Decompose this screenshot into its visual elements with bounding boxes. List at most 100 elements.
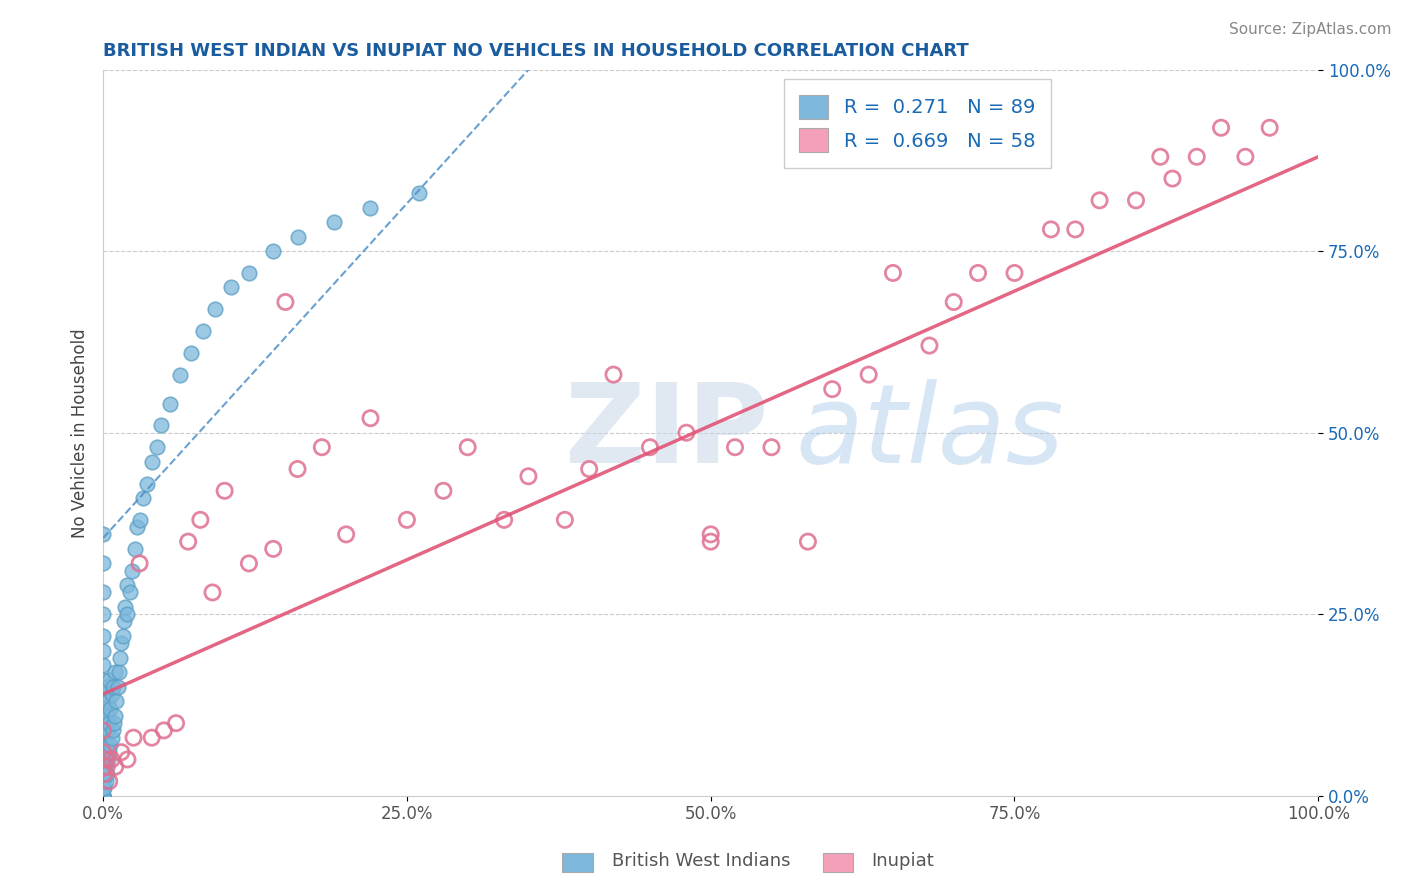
Text: British West Indians: British West Indians	[612, 852, 790, 870]
Point	[101, 723, 124, 738]
Point	[1064, 222, 1087, 236]
Point	[761, 440, 783, 454]
Point	[287, 229, 309, 244]
Point	[117, 752, 139, 766]
Point	[91, 673, 114, 687]
Point	[127, 520, 149, 534]
Point	[94, 752, 117, 766]
Point	[1004, 266, 1026, 280]
Point	[91, 789, 114, 803]
Point	[311, 440, 333, 454]
Point	[262, 244, 284, 259]
Point	[214, 483, 236, 498]
Point	[128, 557, 150, 571]
Point	[967, 266, 990, 280]
Point	[91, 767, 114, 781]
Point	[517, 469, 540, 483]
Point	[91, 767, 114, 781]
Point	[96, 738, 118, 752]
Point	[638, 440, 661, 454]
Point	[93, 716, 115, 731]
Point	[117, 607, 139, 622]
Point	[94, 774, 117, 789]
Point	[91, 527, 114, 541]
Point	[554, 513, 576, 527]
Point	[91, 557, 114, 571]
Point	[1088, 194, 1111, 208]
Point	[177, 534, 200, 549]
Point	[93, 767, 115, 781]
Point	[91, 760, 114, 774]
Point	[104, 760, 127, 774]
Point	[135, 476, 157, 491]
Point	[97, 723, 120, 738]
Point	[91, 789, 114, 803]
Point	[1258, 120, 1281, 135]
Point	[110, 636, 132, 650]
Point	[274, 295, 297, 310]
Text: ZIP: ZIP	[565, 379, 768, 486]
Point	[97, 752, 120, 766]
Point	[91, 687, 114, 701]
Point	[204, 302, 226, 317]
Point	[91, 643, 114, 657]
Point	[93, 738, 115, 752]
Point	[432, 483, 454, 498]
Point	[287, 462, 309, 476]
Point	[408, 186, 430, 200]
Point	[118, 585, 141, 599]
Point	[91, 752, 114, 766]
Point	[188, 513, 211, 527]
Point	[858, 368, 880, 382]
Point	[94, 745, 117, 759]
Point	[110, 745, 132, 759]
Point	[98, 774, 121, 789]
Text: BRITISH WEST INDIAN VS INUPIAT NO VEHICLES IN HOUSEHOLD CORRELATION CHART: BRITISH WEST INDIAN VS INUPIAT NO VEHICL…	[103, 42, 969, 60]
Point	[159, 397, 181, 411]
Point	[105, 694, 128, 708]
Point	[141, 455, 163, 469]
Point	[91, 701, 114, 715]
Point	[165, 716, 187, 731]
Point	[97, 694, 120, 708]
Text: atlas: atlas	[796, 379, 1064, 486]
Point	[797, 534, 820, 549]
Point	[132, 491, 155, 505]
Point	[103, 716, 125, 731]
Legend: R =  0.271   N = 89, R =  0.669   N = 58: R = 0.271 N = 89, R = 0.669 N = 58	[783, 79, 1050, 168]
Point	[238, 557, 260, 571]
Point	[1209, 120, 1232, 135]
Point	[153, 723, 176, 738]
Point	[882, 266, 904, 280]
Point	[1039, 222, 1062, 236]
Point	[942, 295, 965, 310]
Point	[101, 680, 124, 694]
Point	[104, 665, 127, 680]
Point	[219, 280, 242, 294]
Y-axis label: No Vehicles in Household: No Vehicles in Household	[72, 328, 89, 538]
Point	[494, 513, 516, 527]
Point	[91, 781, 114, 796]
Point	[1161, 171, 1184, 186]
Point	[724, 440, 747, 454]
Point	[169, 368, 191, 382]
Point	[1149, 150, 1171, 164]
Point	[91, 723, 114, 738]
Point	[457, 440, 479, 454]
Point	[96, 680, 118, 694]
Point	[122, 731, 145, 745]
Point	[1125, 194, 1147, 208]
Point	[100, 731, 122, 745]
Point	[699, 527, 721, 541]
Point	[201, 585, 224, 599]
Point	[100, 687, 122, 701]
Point	[111, 629, 134, 643]
Point	[100, 738, 122, 752]
Point	[91, 709, 114, 723]
Point	[91, 716, 114, 731]
Point	[96, 767, 118, 781]
Point	[91, 658, 114, 673]
Point	[91, 789, 114, 803]
Point	[323, 215, 346, 229]
Point	[145, 440, 167, 454]
